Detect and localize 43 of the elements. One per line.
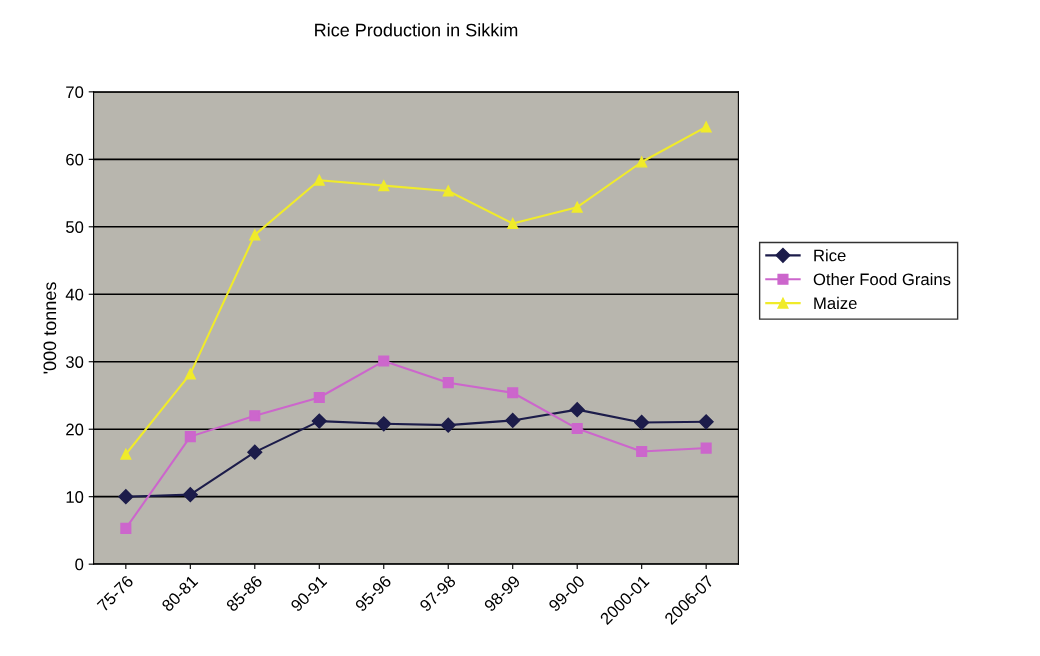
point — [507, 387, 519, 399]
point — [698, 414, 714, 430]
legend-label: Other Food Grains — [813, 273, 951, 286]
y-tick-label: 10 — [66, 491, 84, 503]
point — [249, 410, 261, 422]
y-tick-label: 40 — [65, 288, 84, 301]
y-tick-label: 60 — [66, 153, 84, 166]
point — [440, 417, 456, 433]
point — [311, 413, 327, 429]
point — [247, 444, 263, 460]
point — [378, 180, 390, 192]
y-tick-label: 30 — [65, 356, 84, 368]
chart-title: Rice Production in Sikkim — [315, 23, 518, 37]
point — [184, 431, 196, 443]
point — [571, 201, 583, 213]
point — [634, 414, 650, 431]
point — [636, 156, 648, 168]
point — [118, 489, 134, 505]
point — [571, 422, 583, 435]
point — [120, 448, 132, 460]
point — [442, 377, 454, 389]
point — [376, 416, 392, 432]
y-tick-label: 20 — [66, 423, 84, 436]
point — [505, 412, 521, 429]
point — [700, 442, 712, 454]
point — [378, 355, 390, 367]
point — [182, 487, 198, 503]
point — [636, 445, 648, 458]
point — [700, 121, 712, 133]
point — [313, 391, 325, 404]
y-tick-label: 50 — [66, 221, 84, 233]
y-tick-label: 70 — [66, 86, 84, 99]
legend-label: Maize — [814, 296, 857, 310]
point — [442, 185, 454, 197]
legend-label: Rice — [814, 249, 846, 262]
point — [569, 402, 585, 418]
point — [313, 174, 325, 186]
point — [120, 522, 132, 534]
y-tick-label: 0 — [75, 558, 84, 571]
y-axis-title: '000 tonnes — [43, 282, 57, 374]
point — [184, 368, 196, 380]
point — [507, 217, 519, 229]
point — [249, 229, 261, 241]
